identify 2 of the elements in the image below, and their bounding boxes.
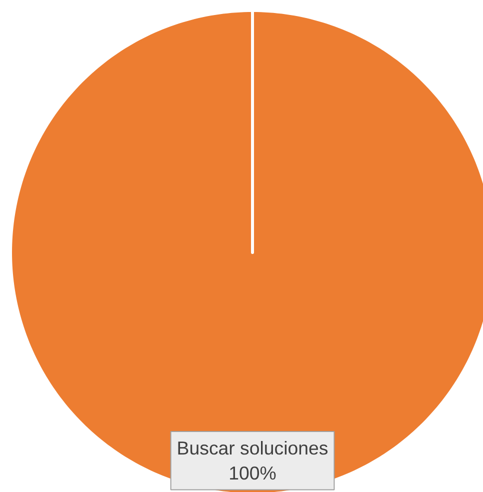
slice-label: Buscar soluciones [176, 438, 328, 459]
data-label: 100% [228, 462, 276, 484]
